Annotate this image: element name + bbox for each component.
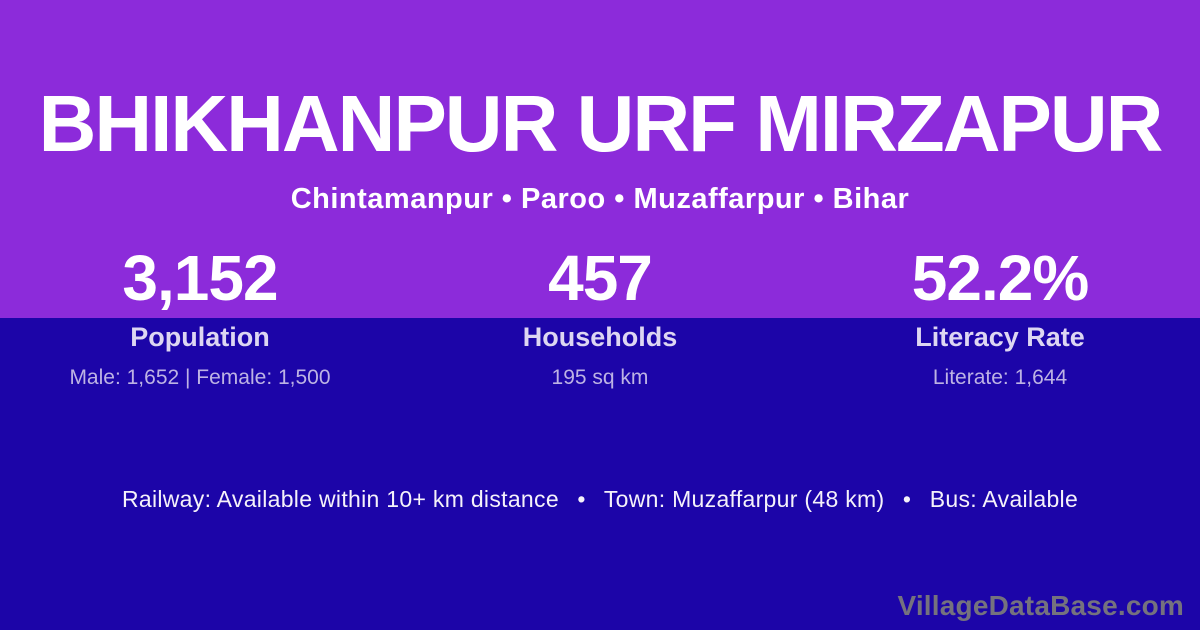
population-value: 3,152 — [122, 242, 278, 314]
households-detail: 195 sq km — [551, 366, 649, 390]
literacy-value: 52.2% — [911, 242, 1089, 314]
households-value: 457 — [548, 242, 653, 314]
stat-population: 3,152 Population Male: 1,652 | Female: 1… — [0, 246, 400, 389]
watermark-text: VillageDataBase.com — [897, 590, 1184, 621]
stat-households: 457 Households 195 sq km — [400, 246, 800, 389]
village-title: BHIKHANPUR URF MIRZAPUR — [38, 79, 1164, 168]
stats-row: 3,152 Population Male: 1,652 | Female: 1… — [0, 246, 1200, 389]
households-label: Households — [522, 322, 678, 352]
population-label: Population — [130, 322, 270, 352]
literacy-detail: Literate: 1,644 — [932, 366, 1068, 390]
population-detail: Male: 1,652 | Female: 1,500 — [69, 366, 331, 390]
literacy-label: Literacy Rate — [915, 322, 1085, 352]
transport-info: Railway: Available within 10+ km distanc… — [121, 486, 1079, 512]
stat-literacy: 52.2% Literacy Rate Literate: 1,644 — [800, 246, 1200, 389]
location-breadcrumb: Chintamanpur • Paroo • Muzaffarpur • Bih… — [290, 183, 910, 215]
